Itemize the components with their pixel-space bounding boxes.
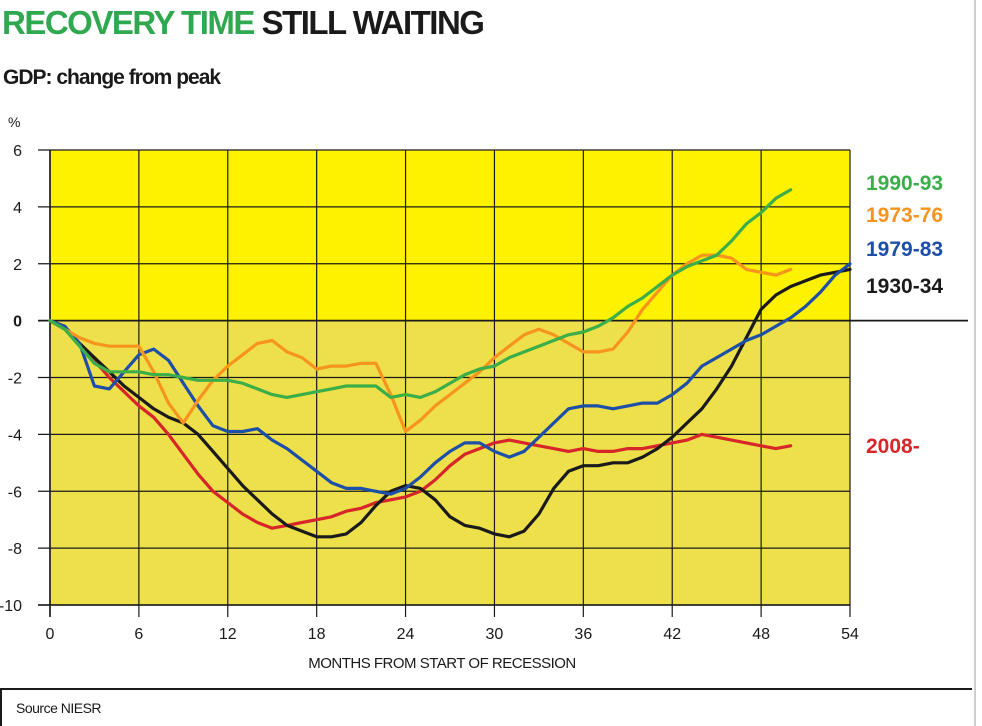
- x-tick-label: 42: [663, 626, 681, 643]
- y-tick-label: 0: [13, 314, 22, 331]
- background-band-positive: [50, 150, 850, 321]
- x-tick-label: 36: [574, 626, 592, 643]
- title-part1: RECOVERY TIME: [2, 4, 255, 41]
- y-tick-label: -2: [8, 371, 22, 388]
- y-tick-label: -6: [8, 484, 22, 501]
- y-tick-label: 4: [13, 200, 22, 217]
- chart-title: RECOVERY TIME STILL WAITING: [2, 4, 485, 42]
- x-tick-label: 54: [841, 626, 859, 643]
- y-unit-label: %: [8, 114, 21, 130]
- right-border: [974, 0, 976, 726]
- x-tick-label: 24: [397, 626, 415, 643]
- background-band-negative: [50, 320, 850, 605]
- series-line-1979-83: [48, 262, 852, 496]
- y-tick-label: -8: [8, 541, 22, 558]
- title-part2: STILL WAITING: [261, 4, 485, 41]
- y-tick-label: 2: [13, 257, 22, 274]
- series-label-1979-83: 1979-83: [866, 238, 943, 261]
- y-tick-label: -4: [8, 427, 22, 444]
- series-label-1930-34: 1930-34: [866, 275, 943, 298]
- series-label-1973-76: 1973-76: [866, 204, 943, 227]
- x-tick-label: 12: [219, 626, 237, 643]
- source-divider: [0, 688, 972, 690]
- series-label-2008: 2008-: [866, 435, 920, 458]
- grid: [38, 149, 968, 617]
- x-tick-label: 30: [486, 626, 504, 643]
- x-tick-label: 48: [752, 626, 770, 643]
- source-left-border: [0, 688, 2, 726]
- series-lines: [48, 188, 852, 539]
- y-tick-label: 6: [13, 143, 22, 160]
- chart-subtitle: GDP: change from peak: [3, 66, 221, 89]
- series-line-1990-93: [48, 188, 793, 399]
- x-tick-label: 18: [308, 626, 326, 643]
- source-note: Source NIESR: [16, 700, 102, 716]
- series-label-1990-93: 1990-93: [866, 172, 943, 195]
- series-line-2008: [48, 319, 793, 530]
- y-tick-label: -10: [0, 598, 22, 615]
- x-axis-title: MONTHS FROM START OF RECESSION: [308, 655, 576, 672]
- series-labels: 1990-93 1973-76 1979-83 1930-34 2008-: [866, 172, 943, 458]
- x-tick-label: 0: [46, 626, 55, 643]
- x-tick-label: 6: [134, 626, 143, 643]
